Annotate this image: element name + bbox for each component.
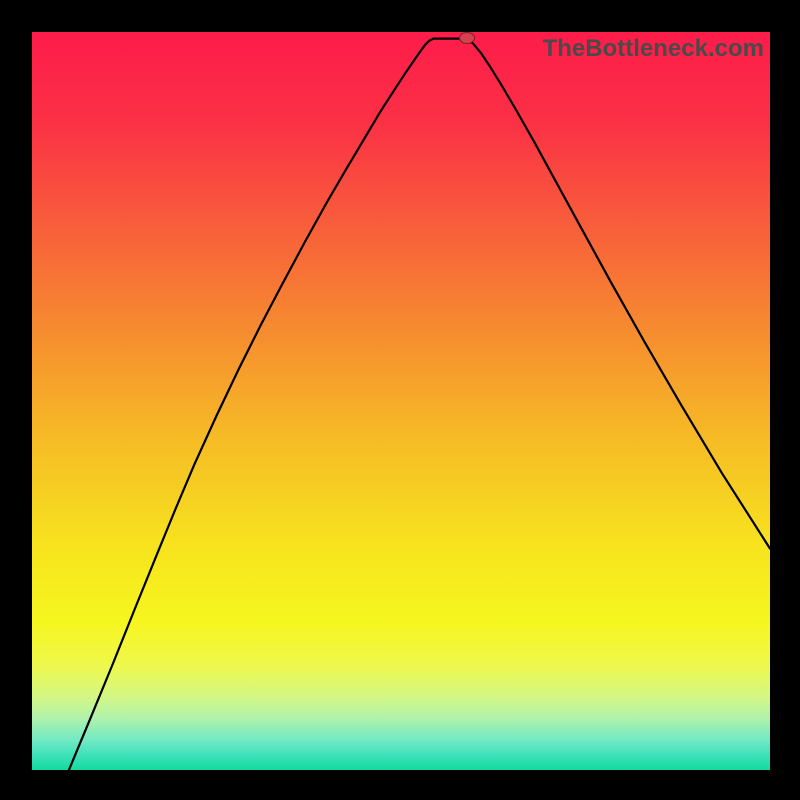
- optimal-point-marker: [459, 32, 475, 44]
- plot-area: TheBottleneck.com: [32, 32, 770, 770]
- chart-background-gradient: [32, 32, 770, 770]
- chart-frame: TheBottleneck.com: [0, 0, 800, 800]
- watermark-text: TheBottleneck.com: [543, 35, 764, 63]
